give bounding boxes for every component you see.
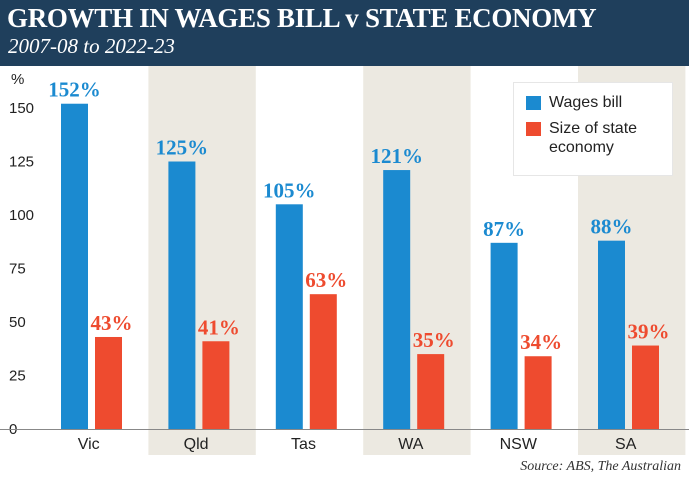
bar-economy-qld bbox=[202, 341, 230, 429]
chart-legend: Wages bill Size of state economy bbox=[513, 82, 673, 176]
x-tick-label-tas: Tas bbox=[291, 436, 316, 453]
bar-wages-sa bbox=[598, 240, 625, 429]
y-tick-label-100: 100 bbox=[9, 207, 34, 224]
data-label-economy-sa: 39% bbox=[628, 320, 670, 344]
legend-swatch-economy bbox=[526, 122, 541, 136]
bar-wages-tas bbox=[275, 204, 303, 429]
bar-wages-nsw bbox=[490, 242, 518, 429]
data-label-wages-vic: 152% bbox=[48, 78, 101, 102]
y-axis-unit: % bbox=[11, 71, 24, 88]
legend-label-economy: Size of state economy bbox=[549, 120, 638, 156]
data-label-wages-wa: 121% bbox=[370, 144, 423, 168]
x-tick-label-nsw: NSW bbox=[500, 436, 538, 453]
data-label-wages-nsw: 87% bbox=[483, 217, 525, 241]
x-tick-label-wa: WA bbox=[398, 436, 424, 453]
bar-wages-wa bbox=[383, 170, 411, 429]
legend-swatch-wages bbox=[526, 96, 541, 110]
y-tick-label-75: 75 bbox=[9, 261, 26, 278]
data-label-economy-wa: 35% bbox=[413, 328, 455, 352]
y-tick-label-50: 50 bbox=[9, 314, 26, 331]
data-label-economy-nsw: 34% bbox=[520, 330, 562, 354]
bar-economy-sa bbox=[632, 345, 659, 429]
column-shade-wa bbox=[363, 66, 471, 455]
chart-subtitle: 2007-08 to 2022-23 bbox=[8, 34, 175, 58]
bar-wages-qld bbox=[168, 161, 196, 429]
chart-title: GROWTH IN WAGES BILL v STATE ECONOMY bbox=[7, 3, 597, 33]
bar-wages-vic bbox=[61, 103, 88, 429]
data-label-wages-tas: 105% bbox=[263, 178, 316, 202]
y-tick-label-150: 150 bbox=[9, 100, 34, 117]
data-label-economy-qld: 41% bbox=[198, 315, 240, 339]
data-label-economy-vic: 43% bbox=[91, 311, 133, 335]
data-label-wages-sa: 88% bbox=[591, 215, 633, 239]
source-note: Source: ABS, The Australian bbox=[520, 459, 681, 474]
y-tick-label-25: 25 bbox=[9, 368, 26, 385]
bar-economy-wa bbox=[417, 354, 445, 429]
data-label-economy-tas: 63% bbox=[305, 268, 347, 292]
x-tick-label-sa: SA bbox=[615, 436, 637, 453]
data-label-wages-qld: 125% bbox=[156, 136, 209, 160]
x-tick-label-vic: Vic bbox=[78, 436, 100, 453]
bar-economy-vic bbox=[95, 336, 122, 429]
column-shade-qld bbox=[148, 66, 256, 455]
bar-economy-tas bbox=[309, 294, 337, 429]
chart-header: GROWTH IN WAGES BILL v STATE ECONOMY 200… bbox=[0, 0, 689, 66]
x-tick-label-qld: Qld bbox=[184, 436, 209, 453]
legend-label-wages: Wages bill bbox=[549, 94, 623, 111]
bar-economy-nsw bbox=[524, 356, 552, 429]
bar-chart: %0255075100125150152%43%Vic125%41%Qld105… bbox=[0, 66, 689, 455]
y-tick-label-125: 125 bbox=[9, 154, 34, 171]
